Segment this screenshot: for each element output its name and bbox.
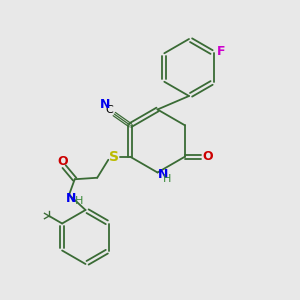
Text: F: F [217, 45, 225, 58]
Text: S: S [109, 150, 119, 164]
Text: O: O [57, 155, 68, 168]
Text: O: O [202, 150, 213, 163]
Text: H: H [74, 196, 83, 206]
Text: N: N [100, 98, 110, 111]
Text: C: C [106, 105, 114, 115]
Text: N: N [65, 192, 76, 205]
Text: H: H [163, 174, 171, 184]
Text: N: N [158, 167, 168, 181]
